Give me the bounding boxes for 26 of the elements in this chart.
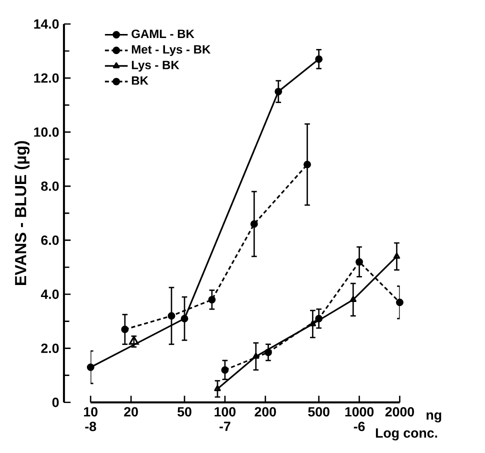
x2-axis-title: Log conc. (376, 428, 438, 440)
legend-label: Met - Lys - BK (132, 45, 211, 56)
x-axis-title: ng (426, 412, 442, 422)
legend-label: BK (132, 76, 148, 85)
y-tick-label: 8.0 (41, 181, 59, 191)
x-tick-label: 50 (178, 407, 192, 417)
y-axis-title: EVANS - BLUE (µg) (14, 141, 30, 285)
x2-tick-label: -6 (354, 422, 365, 432)
x-tick-label: 20 (124, 407, 138, 417)
y-tick-label: 6.0 (41, 236, 59, 245)
y-tick-label: 10.0 (34, 127, 59, 137)
x2-tick-label: -7 (220, 422, 230, 431)
x-tick-label: 10 (84, 407, 98, 417)
x2-tick-label: -8 (85, 422, 96, 432)
x-tick-label: 1000 (345, 407, 374, 417)
x-tick-label: 100 (214, 407, 236, 417)
y-tick-label: 0 (52, 398, 59, 408)
x-tick-label: 2000 (385, 407, 414, 417)
x-tick-label: 500 (308, 407, 330, 417)
y-tick-label: 14.0 (34, 19, 59, 29)
legend-label: Lys - BK (132, 60, 180, 72)
y-tick-label: 12.0 (34, 73, 59, 83)
y-tick-label: 4.0 (40, 290, 59, 299)
y-tick-label: 2.0 (41, 344, 59, 354)
x-tick-label: 200 (254, 407, 276, 417)
legend-label: GAML - BK (132, 30, 194, 38)
